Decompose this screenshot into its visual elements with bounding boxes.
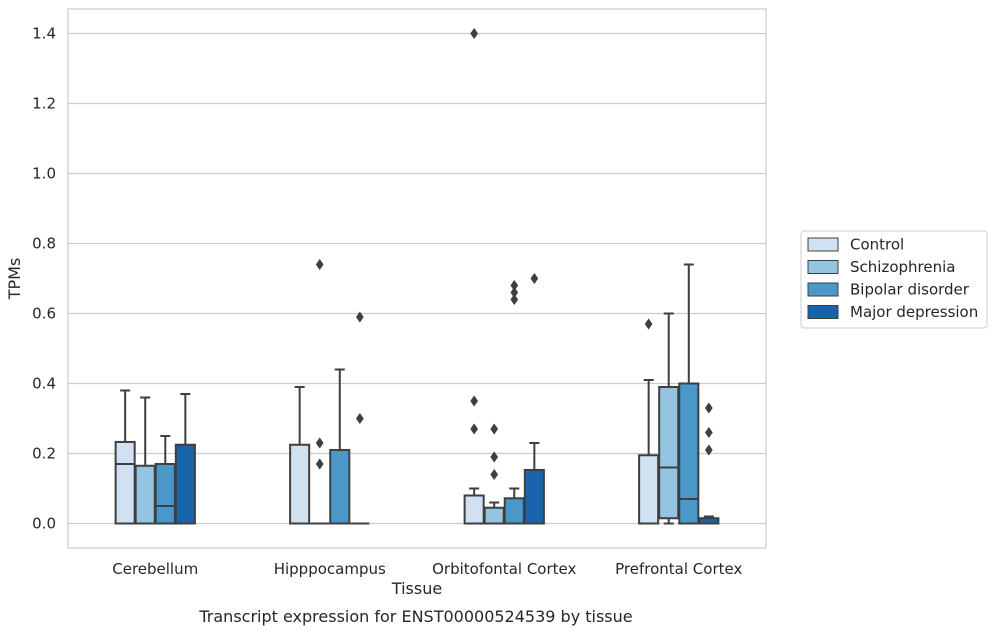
box-bipolar-disorder (329, 368, 351, 525)
y-tick-label: 1.2 (32, 95, 56, 113)
box-body (638, 454, 660, 525)
box-schizophrenia (658, 312, 680, 525)
legend: Control Schizophrenia Bipolar disorder Majo… (800, 230, 988, 329)
box-control (289, 386, 311, 525)
x-tick-label: Hipppocampus (274, 560, 386, 578)
y-tick-label: 1.0 (32, 165, 56, 183)
box-body (658, 386, 680, 520)
legend-label: Control (850, 236, 904, 254)
legend-label: Schizophrenia (850, 258, 955, 276)
x-tick-labels: Cerebellum Hipppocampus Orbitofontal Corte… (112, 560, 742, 578)
box-body (114, 440, 136, 525)
legend-frame (800, 230, 988, 329)
y-axis-label: TPMs (5, 258, 24, 301)
box-body (289, 443, 311, 525)
box-body (174, 443, 196, 525)
box-groups (114, 27, 720, 525)
outlier-point (490, 423, 499, 435)
legend-swatch (807, 282, 839, 297)
outlier-point (470, 27, 479, 40)
box-major-depression (350, 311, 370, 525)
box-major-depression (174, 393, 196, 525)
outlier-point (704, 444, 713, 456)
outlier-point (510, 286, 519, 299)
box-bipolar-disorder (678, 263, 700, 525)
x-tick-label: Orbitofontal Cortex (432, 560, 576, 578)
legend-label: Major depression (850, 303, 978, 321)
outlier-point (510, 293, 519, 306)
box-body (503, 497, 525, 525)
box-bipolar-disorder (154, 435, 176, 525)
legend-label: Bipolar disorder (850, 281, 970, 299)
outlier-point (490, 468, 499, 481)
x-tick-label: Cerebellum (112, 560, 198, 578)
box-body (483, 506, 505, 525)
outlier-point (315, 437, 324, 449)
outlier-point (490, 451, 499, 463)
box-body (463, 494, 485, 525)
box-major-depression (698, 402, 720, 525)
chart-caption: Transcript expression for ENST0000052453… (198, 607, 632, 626)
outlier-point (530, 272, 539, 285)
outlier-point (315, 458, 324, 470)
legend-swatch (807, 260, 839, 274)
box-control (114, 389, 136, 525)
x-tick-label: Prefrontal Cortex (615, 560, 742, 578)
box-bipolar-disorder (503, 279, 525, 525)
y-tick-label: 0.2 (32, 445, 56, 463)
outlier-point (704, 426, 713, 439)
box-body (134, 464, 156, 525)
box-control (463, 27, 485, 525)
x-axis-label: Tissue (391, 579, 442, 598)
box-body (678, 382, 700, 525)
y-tick-label: 1.4 (32, 25, 56, 43)
box-schizophrenia (310, 258, 330, 525)
y-tick-label: 0.6 (32, 305, 56, 323)
outlier-point (315, 258, 324, 271)
legend-swatch (807, 305, 839, 319)
outlier-point (470, 423, 479, 435)
box-body (154, 463, 176, 525)
box-body (523, 468, 545, 525)
box-body (329, 449, 351, 525)
outlier-point (355, 412, 364, 425)
legend-swatch (807, 237, 839, 252)
y-tick-label: 0.8 (32, 235, 56, 253)
box-control (638, 318, 660, 525)
box-schizophrenia (483, 423, 505, 525)
y-tick-label: 0.4 (32, 375, 56, 393)
outlier-point (644, 318, 653, 330)
y-tick-labels: 0.0 0.2 0.4 0.6 0.8 1.0 1.2 1.4 (32, 25, 56, 533)
y-tick-label: 0.0 (32, 515, 56, 533)
outlier-point (470, 395, 479, 407)
plot-frame (67, 8, 767, 549)
box-major-depression (523, 272, 545, 525)
outlier-point (704, 402, 713, 414)
outlier-point (510, 279, 519, 292)
box-schizophrenia (134, 396, 156, 525)
outlier-point (355, 311, 364, 323)
